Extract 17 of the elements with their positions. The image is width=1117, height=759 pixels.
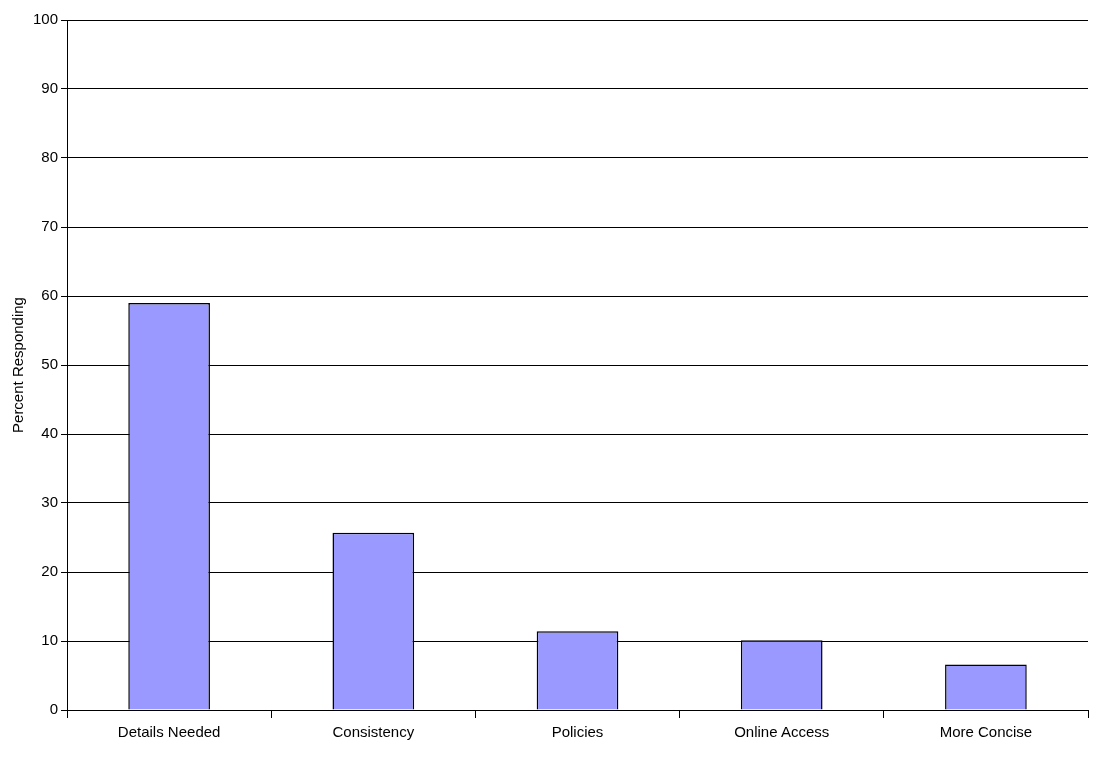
x-tick-label: Consistency [332,723,415,741]
y-tick-label: 0 [49,700,59,718]
y-tick-label: 100 [33,10,59,28]
y-tick-label: 50 [41,355,59,373]
y-tick-label: 60 [41,286,59,304]
y-tick-label: 90 [41,79,59,97]
x-tick-label: Details Needed [117,723,221,741]
x-tick-label: Online Access [734,723,830,741]
x-tick-label: More Concise [939,723,1033,741]
y-tick-label: 70 [41,217,59,235]
y-tick-label: 10 [41,631,59,649]
x-tick-label: Policies [551,723,604,741]
y-axis-title: Percent Responding [9,297,27,433]
y-tick-label: 30 [41,493,59,511]
y-tick-label: 20 [41,562,59,580]
y-tick-label: 40 [41,424,59,442]
y-tick-label: 80 [41,148,59,166]
